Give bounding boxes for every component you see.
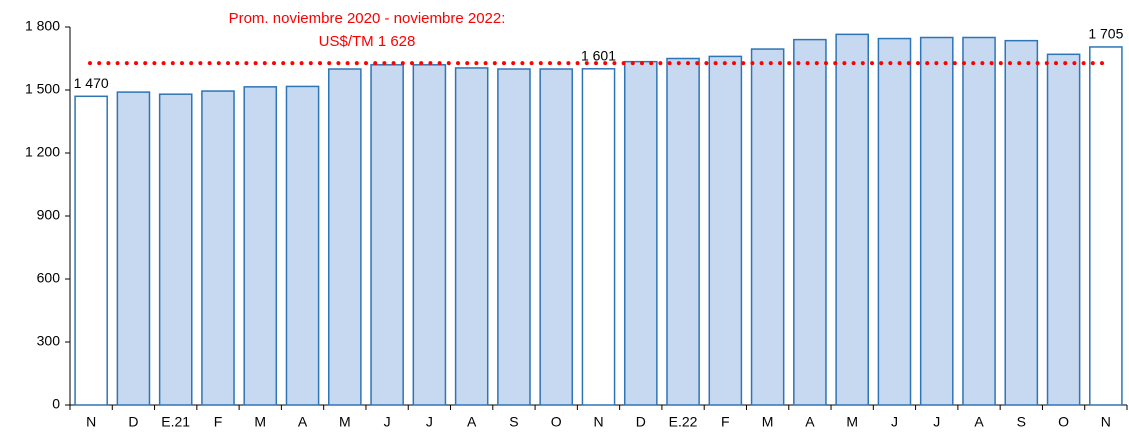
x-tick-label: F <box>214 414 223 430</box>
x-tick-label: N <box>86 414 96 430</box>
x-tick-label: N <box>593 414 603 430</box>
x-tick-label: J <box>891 414 898 430</box>
x-tick-label: E.22 <box>669 414 698 430</box>
x-tick-label: O <box>1058 414 1069 430</box>
bar <box>623 60 658 406</box>
bar <box>328 68 362 406</box>
bar <box>201 90 235 406</box>
x-tick-label: F <box>721 414 730 430</box>
x-tick-label: E.21 <box>161 414 190 430</box>
x-tick-label: J <box>426 414 433 430</box>
bar <box>539 68 574 406</box>
x-tick-label: M <box>846 414 858 430</box>
bar <box>370 64 404 406</box>
x-tick-label: D <box>636 414 646 430</box>
bar <box>116 91 151 406</box>
bar <box>1046 53 1081 406</box>
y-tick-label: 300 <box>37 333 61 349</box>
reference-label: Prom. noviembre 2020 - noviembre 2022: <box>229 10 506 27</box>
bar <box>919 36 954 406</box>
x-tick-label: N <box>1101 414 1111 430</box>
x-tick-label: J <box>933 414 940 430</box>
bar <box>1089 46 1123 406</box>
bar <box>158 93 193 406</box>
bar <box>412 64 447 406</box>
y-tick-label: 1 500 <box>25 81 60 97</box>
x-tick-label: A <box>974 414 984 430</box>
x-tick-label: M <box>762 414 774 430</box>
bar <box>581 68 616 406</box>
y-tick-label: 600 <box>37 270 61 286</box>
bar <box>666 57 700 406</box>
bar <box>835 33 869 406</box>
x-tick-label: M <box>254 414 266 430</box>
bar <box>454 67 489 406</box>
x-tick-label: S <box>509 414 518 430</box>
value-label: 1 705 <box>1088 26 1123 42</box>
y-tick-label: 1 800 <box>25 18 60 34</box>
x-tick-label: S <box>1017 414 1026 430</box>
bar <box>877 37 912 406</box>
x-tick-label: A <box>467 414 477 430</box>
bar <box>497 68 531 406</box>
x-tick-label: A <box>805 414 815 430</box>
x-tick-label: A <box>298 414 308 430</box>
y-tick-label: 900 <box>37 207 61 223</box>
bar <box>74 95 108 406</box>
x-tick-label: J <box>384 414 391 430</box>
bar <box>243 86 278 406</box>
x-tick-label: M <box>339 414 351 430</box>
y-tick-label: 0 <box>52 396 60 412</box>
x-tick-label: O <box>551 414 562 430</box>
bar <box>962 36 996 406</box>
reference-label: US$/TM 1 628 <box>319 33 416 50</box>
y-tick-label: 1 200 <box>25 144 60 160</box>
bar <box>1004 39 1039 406</box>
bar <box>793 38 827 406</box>
bar <box>708 55 743 406</box>
bar <box>285 85 320 406</box>
bar <box>750 48 785 406</box>
value-label: 1 470 <box>74 75 109 91</box>
x-tick-label: D <box>128 414 138 430</box>
value-label: 1 601 <box>581 47 616 63</box>
